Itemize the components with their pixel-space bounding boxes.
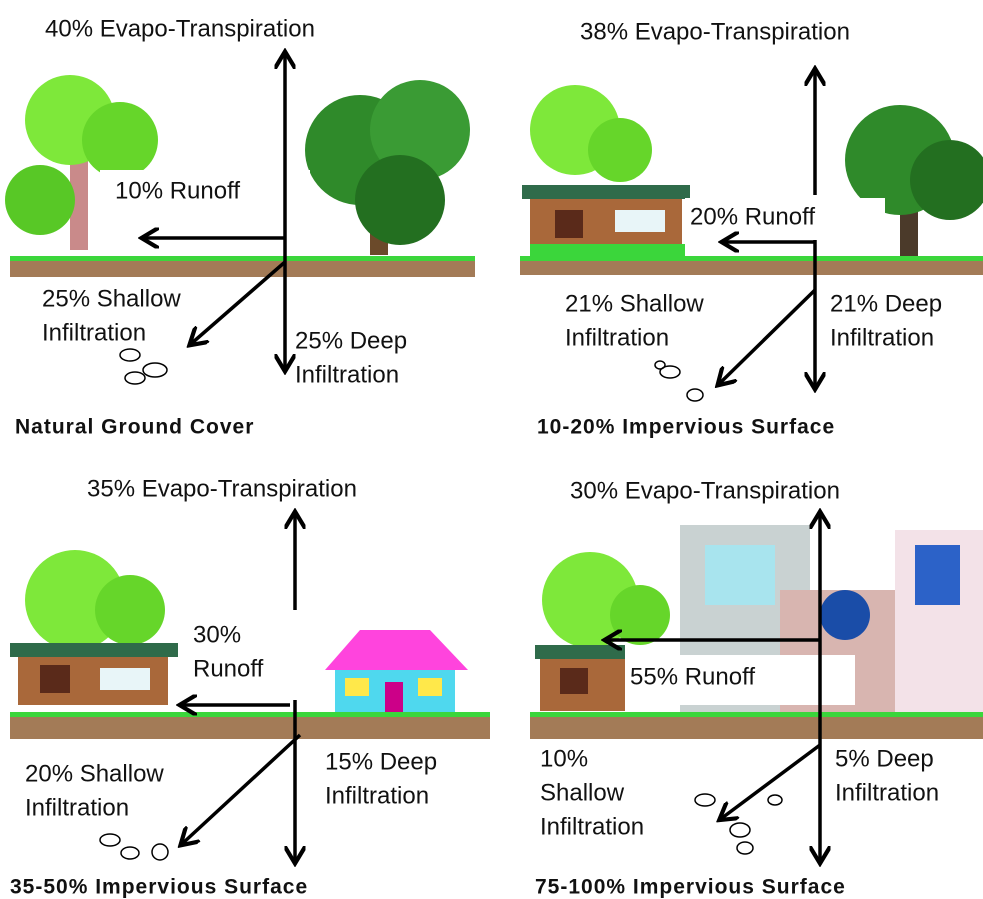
runoff-label: 20% Runoff [690, 203, 815, 230]
panel-title: 35-50% Impervious Surface [10, 876, 308, 899]
evapo-label: 40% Evapo-Transpiration [45, 15, 315, 42]
evapo-label: 30% Evapo-Transpiration [570, 477, 840, 504]
evapo-label: 38% Evapo-Transpiration [580, 18, 850, 45]
runoff-label: Runoff [193, 655, 264, 682]
shallow-label: Infiltration [565, 324, 669, 351]
shallow-label: Infiltration [25, 794, 129, 821]
illustrations [5, 75, 983, 861]
panel-title: Natural Ground Cover [15, 416, 254, 439]
runoff-label: 30% [193, 621, 241, 648]
labels: Natural Ground Cover 40% Evapo-Transpirat… [10, 15, 942, 898]
deep-label: Infiltration [325, 782, 429, 809]
evapo-label: 35% Evapo-Transpiration [87, 475, 357, 502]
panel-title: 10-20% Impervious Surface [537, 416, 835, 439]
shallow-label: 20% Shallow [25, 760, 164, 787]
deep-label: Infiltration [295, 361, 399, 388]
shallow-label: 10% [540, 745, 588, 772]
runoff-label: 55% Runoff [630, 663, 755, 690]
shallow-label: Infiltration [42, 319, 146, 346]
shallow-label: Infiltration [540, 813, 644, 840]
arrows [145, 55, 820, 860]
deep-label: Infiltration [830, 324, 934, 351]
deep-label: 21% Deep [830, 290, 942, 317]
runoff-label: 10% Runoff [115, 177, 240, 204]
shallow-label: 21% Shallow [565, 290, 704, 317]
deep-label: 25% Deep [295, 327, 407, 354]
shallow-label: Shallow [540, 779, 625, 806]
deep-label: Infiltration [835, 779, 939, 806]
deep-label: 15% Deep [325, 748, 437, 775]
deep-label: 5% Deep [835, 745, 934, 772]
shallow-label: 25% Shallow [42, 285, 181, 312]
panel-title: 75-100% Impervious Surface [535, 876, 846, 899]
